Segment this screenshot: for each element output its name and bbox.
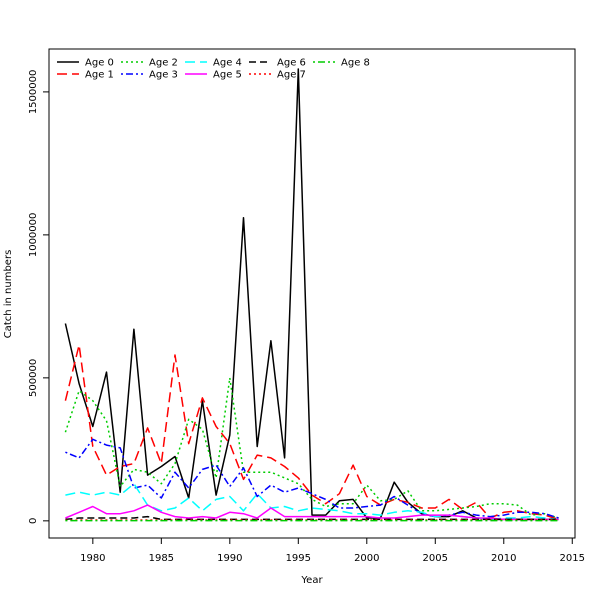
series-lines (64, 68, 559, 522)
legend-label: Age 8 (341, 58, 370, 69)
x-tick-label: 2000 (354, 553, 379, 564)
x-tick-label: 2015 (560, 553, 585, 564)
y-tick-label: 1500000 (28, 70, 39, 115)
x-tick-label: 2010 (491, 553, 516, 564)
y-axis: 0 500000 1000000 1500000 (28, 70, 49, 524)
legend-label: Age 6 (277, 58, 306, 69)
series-line-age-3 (65, 438, 559, 519)
y-tick-label: 0 (28, 518, 39, 524)
legend-label: Age 5 (213, 70, 242, 81)
x-tick-label: 1995 (286, 553, 311, 564)
legend-label: Age 2 (149, 58, 178, 69)
legend-label: Age 0 (85, 58, 114, 69)
x-tick-label: 2005 (423, 553, 448, 564)
x-tick-label: 1985 (149, 553, 174, 564)
y-axis-title: Catch in numbers (3, 250, 14, 339)
x-axis-title: Year (300, 575, 323, 586)
y-tick-label: 500000 (28, 359, 39, 397)
y-tick-label: 1000000 (28, 213, 39, 258)
series-line-age-0 (64, 68, 559, 521)
legend-label: Age 4 (213, 58, 242, 69)
series-line-age-1 (64, 344, 559, 521)
legend-label: Age 1 (85, 70, 114, 81)
x-tick-label: 1980 (80, 553, 105, 564)
series-line-age-5 (65, 504, 559, 521)
x-tick-label: 1990 (217, 553, 242, 564)
x-axis: 1980 1985 1990 1995 2000 2005 2010 2015 (80, 537, 585, 564)
legend-label: Age 3 (149, 70, 178, 81)
legend-label: Age 7 (277, 70, 306, 81)
